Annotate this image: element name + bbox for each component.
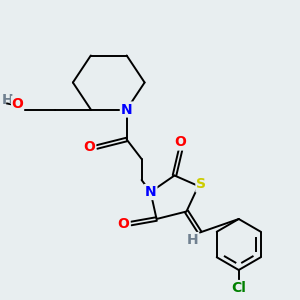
Text: O: O (83, 140, 95, 154)
Text: O: O (12, 97, 23, 110)
Text: H: H (187, 233, 198, 247)
Text: O: O (175, 136, 186, 149)
Text: Cl: Cl (231, 281, 246, 295)
Text: N: N (121, 103, 133, 116)
Text: O: O (118, 217, 130, 230)
Text: H: H (1, 94, 13, 107)
Text: N: N (145, 185, 156, 199)
Text: S: S (196, 178, 206, 191)
